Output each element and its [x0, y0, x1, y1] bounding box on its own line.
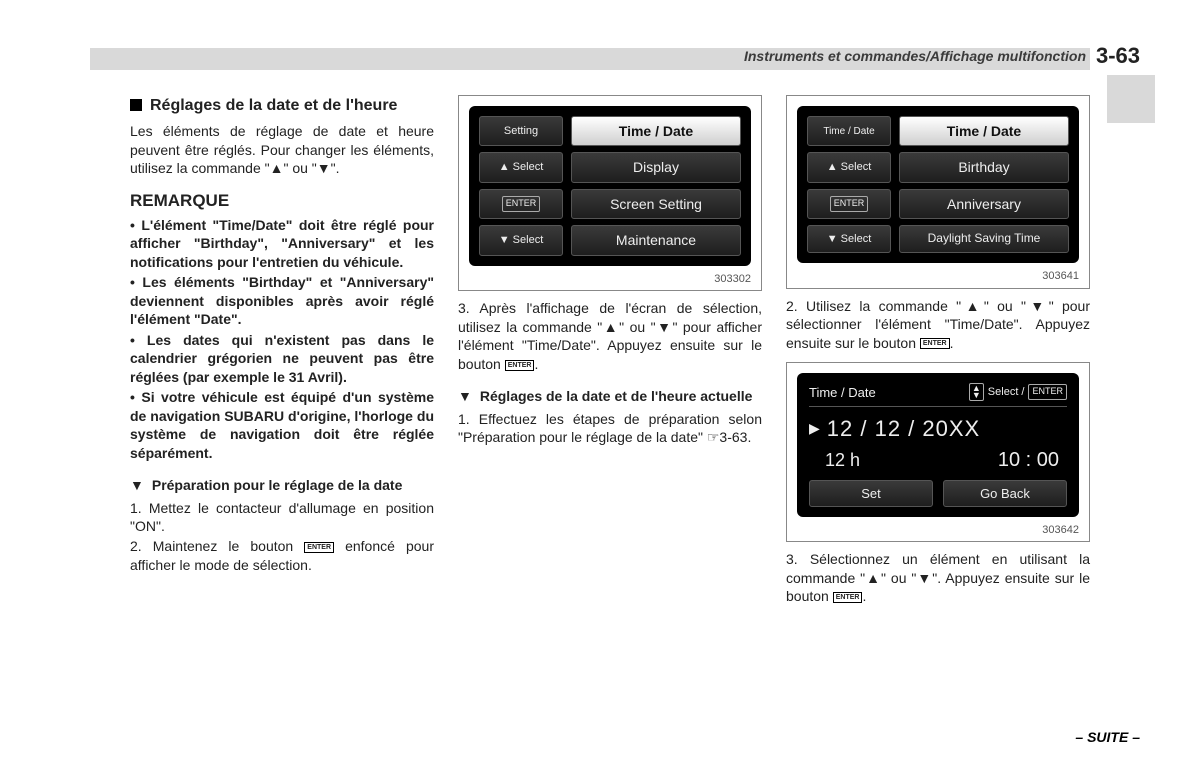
down-icon: ▼	[317, 160, 331, 176]
content-columns: Réglages de la date et de l'heure Les él…	[130, 95, 1090, 608]
step-c3-3: 3. Sélectionnez un élément en utilisant …	[786, 550, 1090, 605]
thumb-tab	[1107, 75, 1155, 123]
header-section: Instruments et commandes/Affichage multi…	[744, 48, 1086, 64]
menu-item: Maintenance	[571, 225, 741, 255]
triangle-down-icon: ▼	[130, 476, 144, 494]
remark-item: Les dates qui n'existent pas dans le cal…	[130, 331, 434, 386]
step-2: 2. Maintenez le bouton ENTER enfoncé pou…	[130, 537, 434, 574]
subsection-title: ▼ Réglages de la date et de l'heure actu…	[458, 387, 762, 405]
goback-button: Go Back	[943, 480, 1067, 507]
remark-item: Si votre véhicule est équipé d'un systèm…	[130, 388, 434, 462]
menu-left-label: Time / Date	[807, 116, 891, 146]
enter-box-icon: ENTER	[1028, 384, 1067, 400]
down-icon: ▼	[656, 319, 673, 335]
menu-item: Daylight Saving Time	[899, 225, 1069, 253]
menu-item: Anniversary	[899, 189, 1069, 219]
menu-item-selected: Time / Date	[571, 116, 741, 146]
td-time-value: 10 : 00	[998, 447, 1059, 473]
down-icon: ▼	[1026, 298, 1049, 314]
subsection-title-text: Réglages de la date et de l'heure actuel…	[480, 387, 753, 405]
up-icon: ▲	[865, 570, 881, 586]
td-time-row: 12 h 10 : 00	[809, 447, 1067, 479]
t: " ou "	[984, 298, 1026, 314]
updown-icon: ▲▼	[969, 383, 984, 401]
figure-2: Time / Date Time / Date ▲ Select Birthda…	[786, 95, 1090, 289]
intro-c: ".	[331, 160, 340, 176]
triangle-down-icon: ▼	[458, 387, 472, 405]
square-bullet-icon	[130, 99, 142, 111]
td-title: Time / Date	[809, 384, 876, 401]
menu-left-label: ▼ Select	[479, 225, 563, 255]
remark-item: Les éléments "Birthday" et "Anniversary"…	[130, 273, 434, 328]
cursor-icon: ▶	[809, 419, 821, 437]
manual-page: Instruments et commandes/Affichage multi…	[0, 0, 1200, 763]
td-date-row: ▶ 12 / 12 / 20XX	[809, 414, 1067, 443]
enter-box-icon: ENTER	[830, 196, 869, 212]
screen-timedate: Time / Date ▲▼ Select / ENTER ▶ 12 / 12 …	[797, 373, 1079, 517]
up-icon: ▲	[270, 160, 284, 176]
remark-item: L'élément "Time/Date" doit être réglé po…	[130, 216, 434, 271]
step-3b: " ou "	[619, 319, 655, 335]
down-icon: ▼	[916, 570, 932, 586]
t: .	[950, 335, 954, 351]
menu-item: Birthday	[899, 152, 1069, 182]
step-3: 3. Après l'affichage de l'écran de sélec…	[458, 299, 762, 373]
enter-icon: ENTER	[833, 592, 863, 603]
td-button-row: Set Go Back	[809, 480, 1067, 507]
subsection-title: ▼ Préparation pour le réglage de la date	[130, 476, 434, 494]
td-header: Time / Date ▲▼ Select / ENTER	[809, 383, 1067, 407]
menu-item: Screen Setting	[571, 189, 741, 219]
td-date-value: 12 / 12 / 20XX	[827, 414, 980, 443]
figure-id: 303641	[797, 269, 1079, 284]
enter-icon: ENTER	[304, 542, 334, 553]
figure-id: 303302	[469, 272, 751, 287]
enter-box-icon: ENTER	[502, 196, 541, 212]
figure-3: Time / Date ▲▼ Select / ENTER ▶ 12 / 12 …	[786, 362, 1090, 542]
menu-left-label: Setting	[479, 116, 563, 146]
step-1: 1. Mettez le contacteur d'allumage en po…	[130, 499, 434, 536]
menu-left-label: ▲ Select	[807, 152, 891, 182]
column-1: Réglages de la date et de l'heure Les él…	[130, 95, 434, 608]
menu-left-label: ▼ Select	[807, 225, 891, 253]
enter-icon: ENTER	[920, 338, 950, 349]
section-title: Réglages de la date et de l'heure	[130, 95, 434, 116]
menu-left-label: ENTER	[479, 189, 563, 219]
remark-list: L'élément "Time/Date" doit être réglé po…	[130, 216, 434, 462]
page-number: 3-63	[1096, 43, 1140, 69]
td-select-label: Select /	[988, 385, 1025, 400]
column-2: Setting Time / Date ▲ Select Display ENT…	[458, 95, 762, 608]
remark-heading: REMARQUE	[130, 190, 434, 212]
td-select-enter: ▲▼ Select / ENTER	[969, 383, 1067, 401]
td-hour-system: 12 h	[825, 449, 860, 473]
t: 2. Utilisez la commande "	[786, 298, 961, 314]
menu-item: Display	[571, 152, 741, 182]
set-button: Set	[809, 480, 933, 507]
step-3d: .	[534, 356, 538, 372]
intro-b: " ou "	[283, 160, 316, 176]
figure-id: 303642	[797, 523, 1079, 538]
screen-menu-1: Setting Time / Date ▲ Select Display ENT…	[469, 106, 751, 266]
step-2a: 2. Maintenez le bouton	[130, 538, 304, 554]
t: " ou "	[881, 570, 916, 586]
intro-text: Les éléments de réglage de date et heure…	[130, 122, 434, 177]
screen-menu-2: Time / Date Time / Date ▲ Select Birthda…	[797, 106, 1079, 263]
footer-continued: – SUITE –	[1075, 729, 1140, 745]
step-c3-2: 2. Utilisez la commande "▲" ou "▼" pour …	[786, 297, 1090, 352]
up-icon: ▲	[961, 298, 984, 314]
menu-item-selected: Time / Date	[899, 116, 1069, 146]
figure-1: Setting Time / Date ▲ Select Display ENT…	[458, 95, 762, 291]
enter-icon: ENTER	[505, 360, 535, 371]
step-4: 1. Effectuez les étapes de préparation s…	[458, 410, 762, 447]
menu-left-label: ENTER	[807, 189, 891, 219]
menu-left-label: ▲ Select	[479, 152, 563, 182]
column-3: Time / Date Time / Date ▲ Select Birthda…	[786, 95, 1090, 608]
subsection-title-text: Préparation pour le réglage de la date	[152, 476, 403, 494]
t: .	[862, 588, 866, 604]
section-title-text: Réglages de la date et de l'heure	[150, 95, 397, 116]
up-icon: ▲	[602, 319, 619, 335]
